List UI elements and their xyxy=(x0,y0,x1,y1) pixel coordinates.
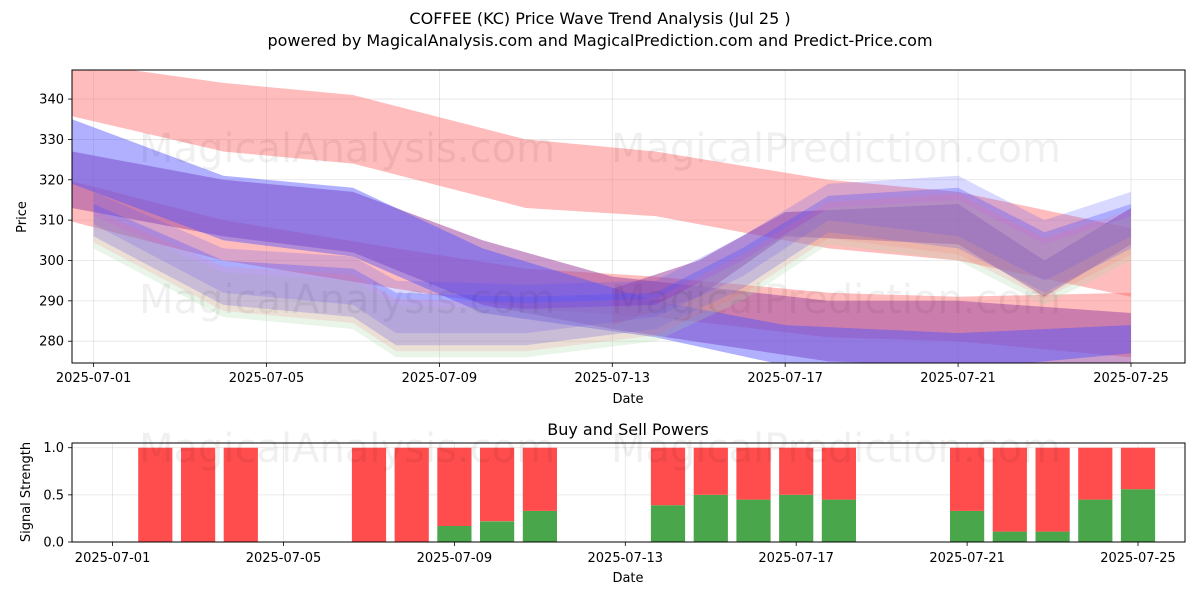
price-y-tick-label: 290 xyxy=(39,294,64,309)
price-cluster-layer xyxy=(93,193,1132,352)
price-plot-frame xyxy=(71,69,1186,364)
powers-title: Buy and Sell Powers xyxy=(547,420,709,439)
sell-power-bar xyxy=(351,447,387,542)
sell-power-bar xyxy=(950,447,985,511)
price-axes: 280 290 300 310 320 330 340 2025-07-01 2025-07-0… xyxy=(39,93,1169,386)
chart-title: COFFEE (KC) Price Wave Trend Analysis (J… xyxy=(409,9,791,28)
buy-power-bar xyxy=(522,510,557,542)
price-x-tick-label: 2025-07-17 xyxy=(747,371,823,386)
sell-power-bar xyxy=(223,447,258,542)
chart-subtitle: powered by MagicalAnalysis.com and Magic… xyxy=(267,31,933,50)
sell-power-bar xyxy=(181,447,216,542)
price-wave-band-4 xyxy=(72,119,1131,363)
powers-y-tick-label: 0.5 xyxy=(43,488,64,503)
price-x-tick-label: 2025-07-05 xyxy=(229,371,305,386)
buy-power-bar xyxy=(950,510,985,542)
price-y-axis-label: Price xyxy=(15,201,30,233)
powers-x-tick-label: 2025-07-21 xyxy=(929,551,1005,566)
sell-power-bar xyxy=(650,447,686,506)
sell-power-bar xyxy=(1078,447,1113,500)
price-y-tick-label: 320 xyxy=(39,173,64,188)
price-wave-bands xyxy=(72,70,1132,363)
watermark-prediction-bottom: MagicalPrediction.com xyxy=(611,426,1061,472)
sell-power-bar xyxy=(992,447,1027,532)
buy-power-bar xyxy=(1120,489,1156,542)
powers-x-tick-label: 2025-07-17 xyxy=(758,551,834,566)
price-wave-band-6 xyxy=(93,187,1132,346)
buy-power-bar xyxy=(736,499,771,542)
price-x-axis-label: Date xyxy=(612,392,643,407)
powers-y-tick-label: 0.0 xyxy=(43,536,64,551)
buy-power-bar xyxy=(693,494,728,542)
buy-power-bar xyxy=(437,526,472,542)
price-wave-band-5 xyxy=(612,204,1131,326)
watermark-prediction-mid: MagicalPrediction.com xyxy=(611,277,1061,323)
price-y-tick-label: 340 xyxy=(39,93,64,108)
powers-bars xyxy=(138,447,1156,542)
powers-x-tick-label: 2025-07-25 xyxy=(1100,551,1176,566)
powers-plot-frame xyxy=(71,442,1186,543)
sell-power-bar xyxy=(821,447,856,500)
powers-x-axis-label: Date xyxy=(612,571,643,586)
powers-x-tick-label: 2025-07-09 xyxy=(417,551,493,566)
sell-power-bar xyxy=(1035,447,1070,532)
price-y-tick-label: 330 xyxy=(39,133,64,148)
price-x-tick-label: 2025-07-21 xyxy=(920,371,996,386)
watermark-analysis-bottom: MagicalAnalysis.com xyxy=(139,426,555,472)
powers-y-axis-label: Signal Strength xyxy=(19,442,34,542)
buy-power-bar xyxy=(992,531,1027,542)
price-x-tick-label: 2025-07-25 xyxy=(1093,371,1169,386)
price-x-tick-label: 2025-07-01 xyxy=(56,371,132,386)
buy-power-bar xyxy=(480,521,515,542)
sell-power-bar xyxy=(736,447,771,500)
sell-power-bar xyxy=(693,447,728,495)
watermark-analysis-mid: MagicalAnalysis.com xyxy=(139,277,555,323)
sell-power-bar xyxy=(522,447,557,511)
sell-power-bar xyxy=(779,447,814,495)
powers-y-tick-label: 1.0 xyxy=(43,441,64,456)
sell-power-bar xyxy=(394,447,429,542)
buy-power-bar xyxy=(1035,531,1070,542)
buy-power-bar xyxy=(821,499,856,542)
sell-power-bar xyxy=(138,447,173,542)
powers-x-tick-label: 2025-07-05 xyxy=(246,551,322,566)
price-grid xyxy=(72,70,1185,363)
powers-x-tick-label: 2025-07-13 xyxy=(588,551,664,566)
buy-power-bar xyxy=(650,505,686,542)
powers-x-tick-label: 2025-07-01 xyxy=(75,551,151,566)
powers-axes: 0.0 0.5 1.0 2025-07-01 2025-07-05 2025-07-09 2… xyxy=(43,441,1175,566)
price-cluster-layer xyxy=(93,175,1132,334)
sell-power-bar xyxy=(1120,447,1156,490)
price-y-tick-label: 300 xyxy=(39,254,64,269)
price-wave-band-3 xyxy=(72,151,1131,363)
price-y-tick-label: 280 xyxy=(39,335,64,350)
price-y-tick-label: 310 xyxy=(39,214,64,229)
sell-power-bar xyxy=(480,447,515,522)
price-cluster-layer xyxy=(93,200,1132,358)
sell-power-bar xyxy=(437,447,472,526)
buy-power-bar xyxy=(779,494,814,542)
price-wave-band-1 xyxy=(72,70,1131,297)
price-x-tick-label: 2025-07-09 xyxy=(402,371,478,386)
watermark-analysis-top: MagicalAnalysis.com xyxy=(139,126,555,172)
buy-power-bar xyxy=(1078,499,1113,542)
watermark-prediction-top: MagicalPrediction.com xyxy=(611,126,1061,172)
price-x-tick-label: 2025-07-13 xyxy=(575,371,651,386)
